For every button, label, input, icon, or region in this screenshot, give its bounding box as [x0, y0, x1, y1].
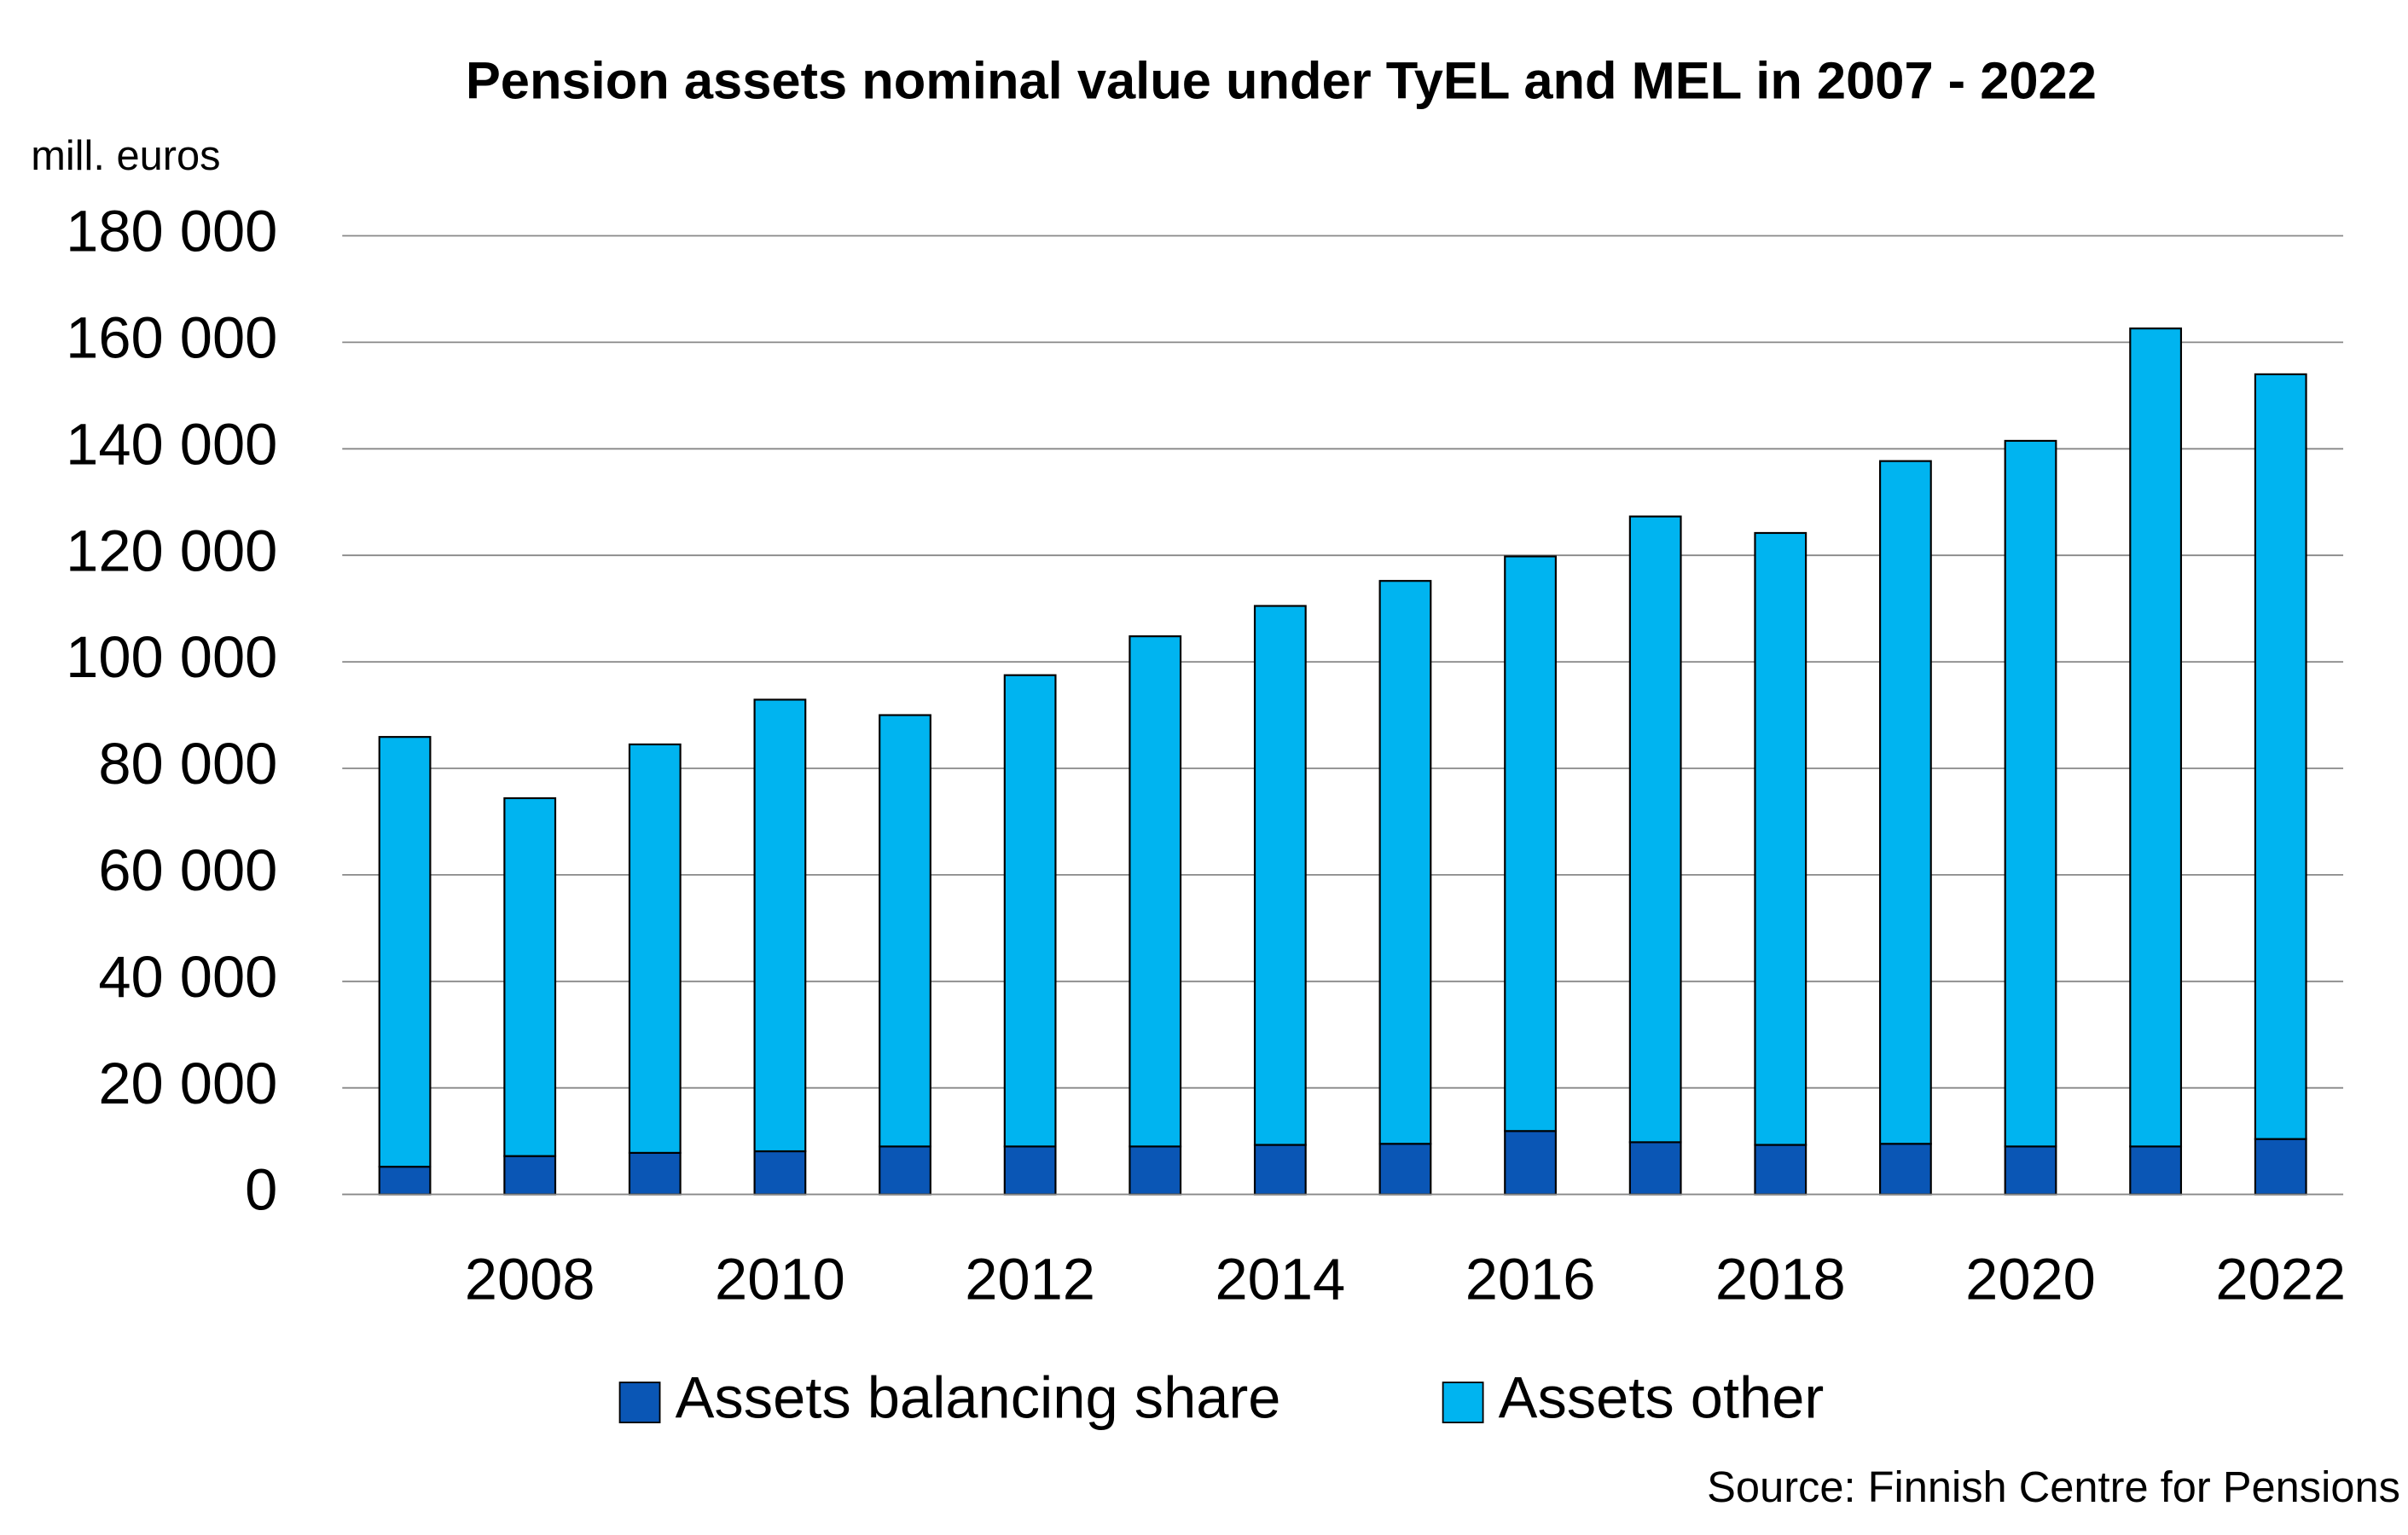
bar-segment — [1378, 580, 1432, 1145]
bar-segment — [628, 1151, 682, 1196]
legend-label: Assets other — [1499, 1365, 1825, 1431]
y-tick-label: 160 000 — [66, 305, 277, 371]
y-tick-label: 140 000 — [66, 411, 277, 477]
bar-segment — [1504, 555, 1557, 1132]
x-tick-label: 2022 — [2215, 1247, 2346, 1312]
bar-segment — [2004, 1145, 2057, 1196]
bar-segment — [1253, 605, 1307, 1146]
x-tick-label: 2016 — [1465, 1247, 1596, 1312]
x-tick-label: 2012 — [965, 1247, 1095, 1312]
bar-segment — [1878, 1143, 1932, 1196]
chart-title: Pension assets nominal value under TyEL … — [466, 52, 2097, 111]
bar-segment — [1754, 531, 1807, 1146]
bar-segment — [503, 1155, 557, 1196]
bar-segment — [2254, 373, 2307, 1140]
bar-segment — [1129, 635, 1182, 1148]
bar-segment — [1003, 1145, 1057, 1196]
y-tick-label: 0 — [245, 1157, 277, 1223]
source: Source: Finnish Centre for Pensions — [1707, 1463, 2400, 1511]
y-tick-label: 40 000 — [98, 944, 277, 1010]
legend-label: Assets balancing share — [676, 1365, 1281, 1431]
x-tick-label: 2018 — [1715, 1247, 1846, 1312]
y-tick-label: 20 000 — [98, 1051, 277, 1116]
y-tick-label: 120 000 — [66, 518, 277, 583]
bar-segment — [2004, 439, 2057, 1148]
x-tick-label: 2008 — [465, 1247, 595, 1312]
bar-segment — [753, 698, 807, 1153]
y-axis-label: mill. euros — [31, 133, 220, 179]
bar-segment — [1003, 674, 1057, 1148]
bar-segment — [1129, 1145, 1182, 1196]
y-tick-label: 180 000 — [66, 199, 277, 264]
bar-segment — [879, 714, 931, 1148]
y-tick-label: 80 000 — [98, 731, 277, 796]
legend-swatch — [618, 1382, 661, 1423]
bar-segment — [753, 1150, 807, 1196]
bar-segment — [628, 743, 682, 1154]
x-tick-label: 2014 — [1215, 1247, 1345, 1312]
bar-segment — [1628, 515, 1682, 1144]
bar-segment — [879, 1145, 931, 1196]
bar-segment — [1628, 1141, 1682, 1196]
bar-segment — [2129, 327, 2183, 1148]
bar-segment — [378, 736, 432, 1168]
bar-segment — [2254, 1138, 2307, 1196]
y-tick-label: 100 000 — [66, 624, 277, 690]
x-tick-label: 2010 — [715, 1247, 845, 1312]
x-tick-label: 2020 — [1965, 1247, 2096, 1312]
bar-segment — [378, 1166, 432, 1196]
bar-segment — [1878, 460, 1932, 1145]
bar-segment — [1378, 1143, 1432, 1196]
bar-segment — [503, 796, 557, 1157]
bar-segment — [1504, 1130, 1557, 1196]
bar-segment — [1253, 1144, 1307, 1196]
y-tick-label: 60 000 — [98, 837, 277, 903]
bar-segment — [1754, 1144, 1807, 1196]
bar-segment — [2129, 1145, 2183, 1196]
legend-swatch — [1442, 1382, 1484, 1423]
